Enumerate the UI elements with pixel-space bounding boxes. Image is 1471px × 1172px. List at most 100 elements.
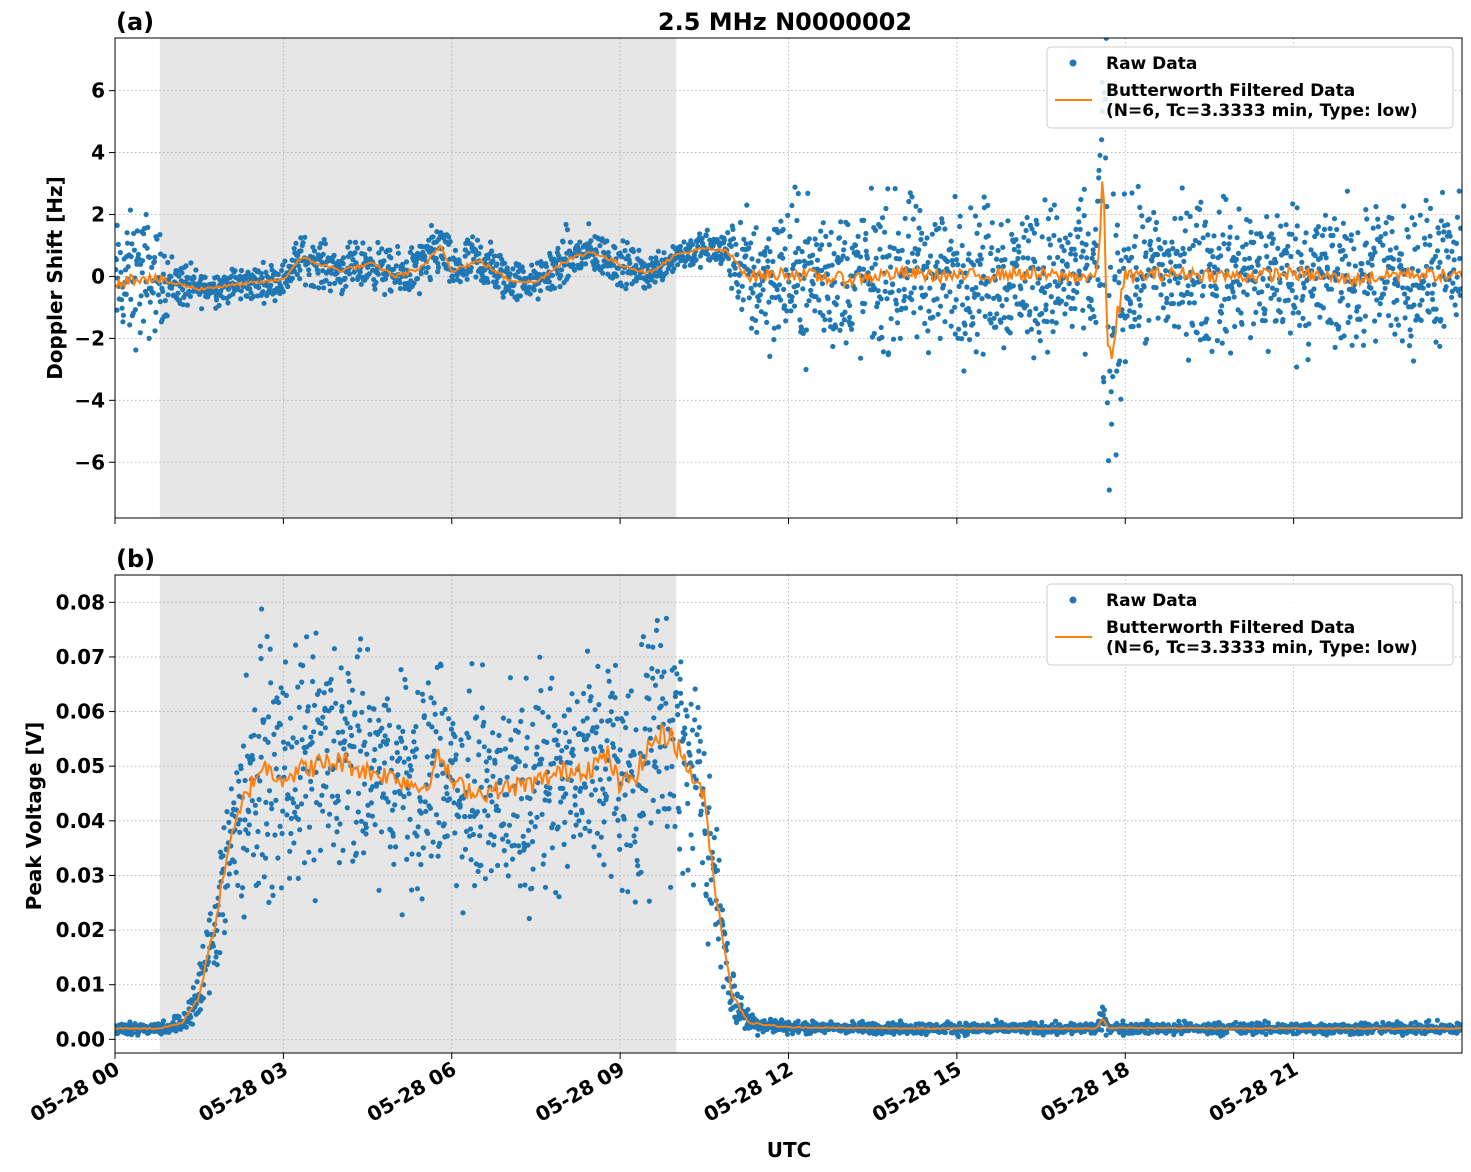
raw-data-point: [368, 765, 375, 771]
raw-data-point: [296, 704, 302, 710]
raw-data-point: [967, 309, 973, 315]
raw-data-point: [812, 236, 818, 242]
raw-data-point: [912, 258, 918, 264]
raw-data-point: [801, 258, 807, 264]
raw-data-point: [917, 305, 924, 311]
raw-data-point: [298, 801, 305, 807]
raw-data-point: [333, 700, 339, 706]
raw-data-point: [306, 849, 312, 855]
raw-data-point: [447, 239, 453, 245]
y-tick-label: 2: [91, 203, 105, 227]
raw-data-point: [1131, 309, 1137, 315]
raw-data-point: [1199, 293, 1206, 299]
raw-data-point: [829, 262, 835, 268]
raw-data-point: [1317, 255, 1323, 261]
legend-label-line: (N=6, Tc=3.3333 min, Type: low): [1106, 101, 1418, 121]
raw-data-point: [889, 289, 895, 295]
raw-data-point: [127, 322, 133, 328]
raw-data-point: [1149, 258, 1155, 264]
raw-data-point: [952, 331, 958, 337]
raw-data-point: [500, 294, 506, 300]
raw-data-point: [778, 218, 784, 224]
raw-data-point: [1332, 344, 1338, 350]
raw-data-point: [660, 696, 666, 702]
y-tick-label: −4: [74, 388, 105, 412]
raw-data-point: [640, 634, 647, 640]
raw-data-point: [1065, 294, 1072, 300]
raw-data-point: [976, 222, 983, 228]
raw-data-point: [1061, 248, 1067, 254]
raw-data-point: [249, 798, 255, 804]
raw-data-point: [322, 725, 328, 731]
raw-data-point: [728, 243, 734, 249]
raw-data-point: [545, 714, 551, 720]
raw-data-point: [1023, 227, 1029, 234]
raw-data-point: [1356, 304, 1362, 310]
raw-data-point: [978, 256, 984, 262]
raw-data-point: [1303, 230, 1309, 236]
raw-data-point: [467, 813, 473, 820]
raw-data-point: [403, 259, 410, 265]
raw-data-point: [484, 778, 490, 784]
raw-data-point: [145, 224, 151, 230]
raw-data-point: [1415, 244, 1421, 250]
raw-data-point: [561, 713, 567, 719]
raw-data-point: [457, 802, 463, 808]
panel-a-legend-marker-raw: [1069, 59, 1077, 67]
raw-data-point: [115, 241, 121, 247]
raw-data-point: [1242, 256, 1248, 262]
raw-data-point: [678, 700, 684, 706]
raw-data-point: [259, 852, 265, 858]
raw-data-point: [840, 253, 846, 259]
raw-data-point: [1360, 342, 1367, 348]
raw-data-point: [265, 739, 271, 745]
raw-data-point: [1196, 240, 1202, 246]
raw-data-point: [1377, 239, 1383, 245]
raw-data-point: [725, 990, 732, 996]
raw-data-point: [327, 288, 333, 294]
raw-data-point: [613, 805, 619, 812]
raw-data-point: [882, 288, 888, 294]
raw-data-point: [1389, 229, 1395, 235]
raw-data-point: [357, 269, 363, 275]
raw-data-point: [1033, 306, 1039, 312]
raw-data-point: [221, 825, 227, 831]
raw-data-point: [1129, 254, 1135, 260]
raw-data-point: [328, 676, 334, 682]
raw-data-point: [526, 915, 532, 922]
raw-data-point: [619, 283, 625, 289]
raw-data-point: [1167, 278, 1173, 284]
raw-data-point: [532, 763, 538, 769]
raw-data-point: [389, 807, 396, 813]
raw-data-point: [558, 267, 565, 273]
y-tick-label: 6: [91, 79, 105, 103]
raw-data-point: [1179, 185, 1185, 191]
raw-data-point: [1264, 214, 1270, 220]
raw-data-point: [1418, 317, 1424, 323]
raw-data-point: [822, 1030, 828, 1036]
raw-data-point: [321, 236, 327, 243]
raw-data-point: [860, 309, 866, 315]
raw-data-point: [760, 287, 766, 293]
raw-data-point: [705, 251, 711, 258]
raw-data-point: [655, 808, 661, 815]
raw-data-point: [358, 818, 365, 824]
raw-data-point: [529, 839, 536, 845]
raw-data-point: [764, 319, 770, 325]
raw-data-point: [796, 259, 803, 265]
raw-data-point: [276, 699, 282, 706]
raw-data-point: [339, 703, 345, 710]
raw-data-point: [1292, 304, 1298, 311]
raw-data-point: [1233, 263, 1239, 269]
raw-data-point: [620, 238, 626, 244]
raw-data-point: [529, 885, 535, 892]
raw-data-point: [331, 842, 337, 848]
raw-data-point: [948, 323, 954, 329]
raw-data-point: [784, 1031, 791, 1037]
raw-data-point: [980, 244, 986, 250]
raw-data-point: [1218, 253, 1224, 259]
raw-data-point: [1063, 301, 1069, 307]
raw-data-point: [1341, 333, 1347, 339]
raw-data-point: [318, 730, 324, 737]
raw-data-point: [1230, 289, 1236, 295]
